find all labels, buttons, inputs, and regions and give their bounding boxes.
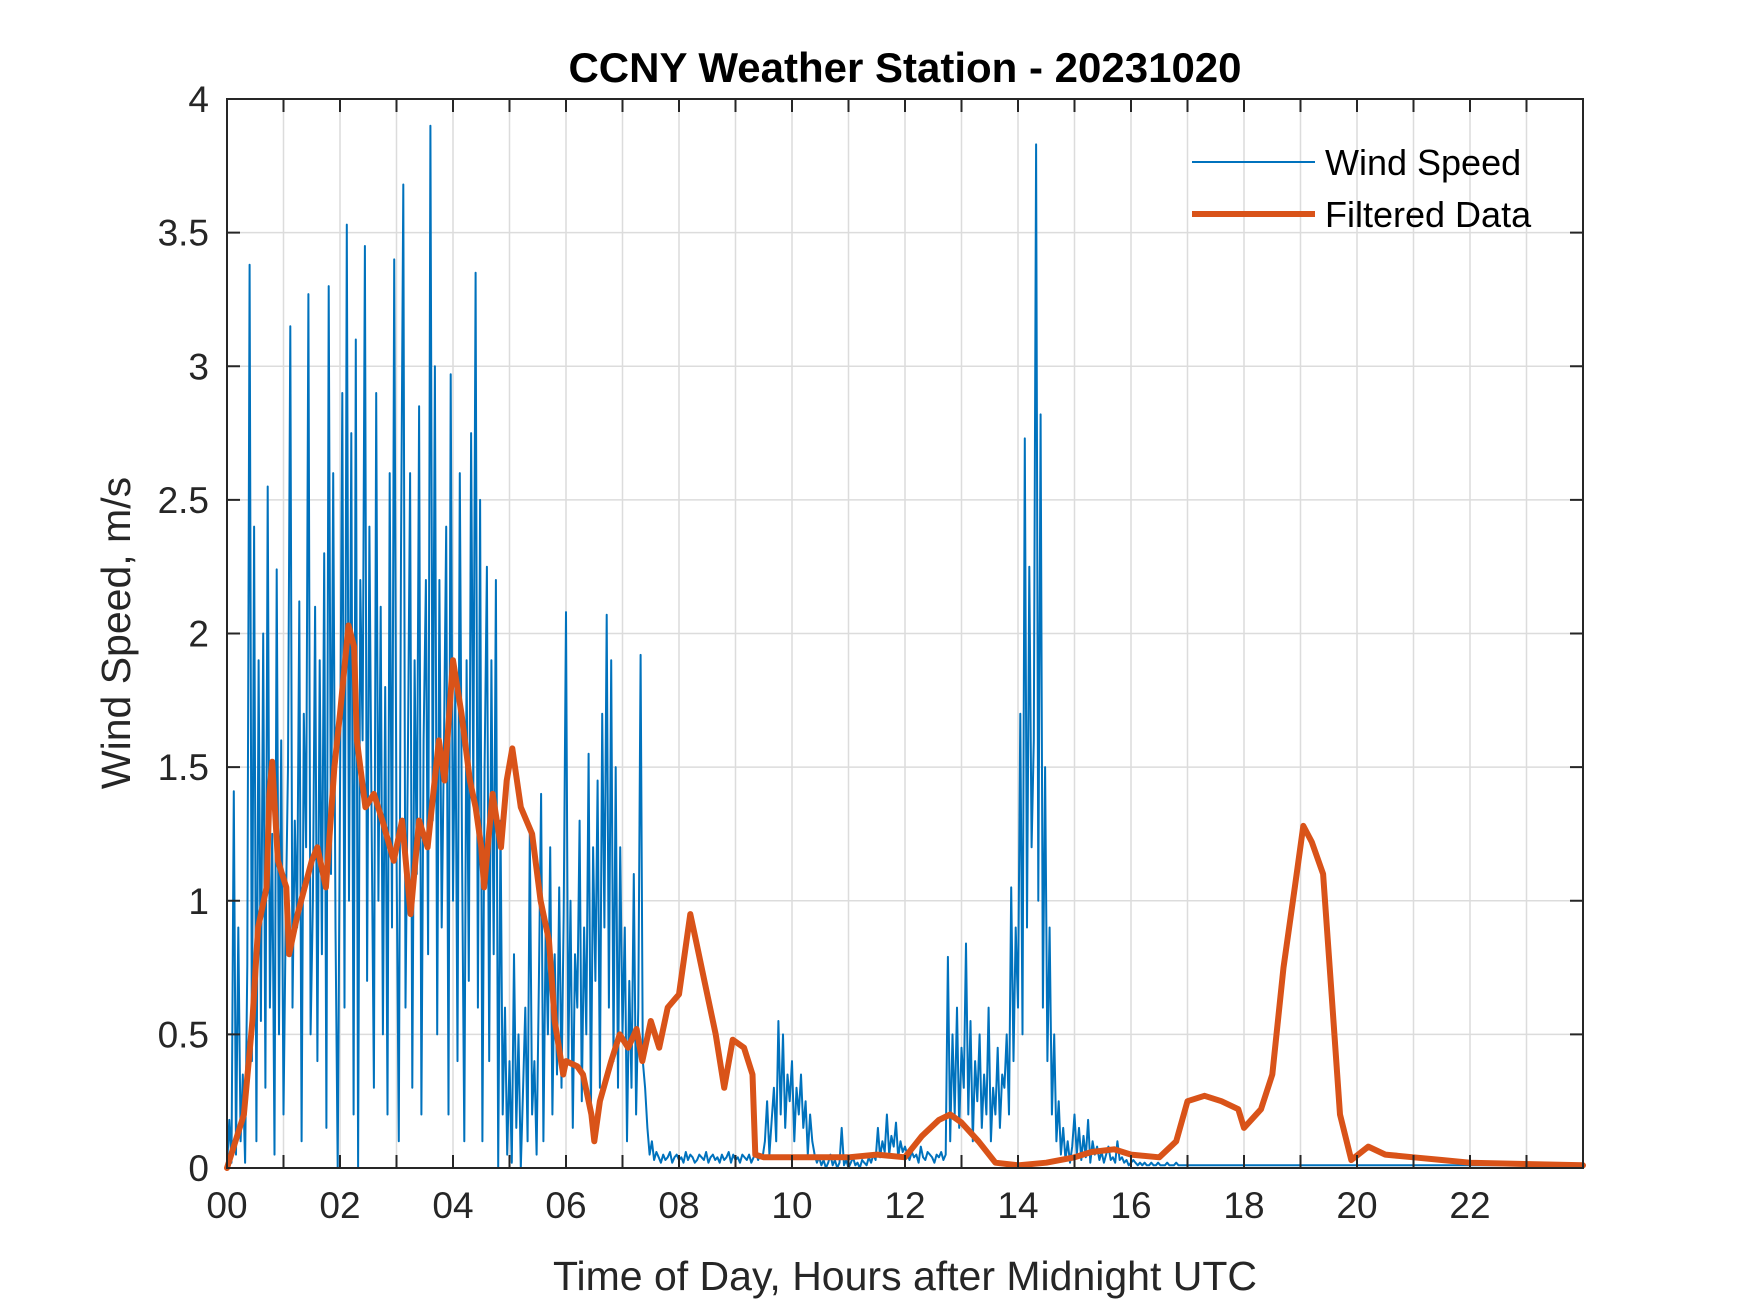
y-tick-label: 0 xyxy=(188,1148,209,1189)
y-tick-label: 3 xyxy=(188,346,209,387)
legend: Wind Speed Filtered Data xyxy=(1192,142,1532,235)
x-tick-label: 04 xyxy=(432,1185,473,1226)
y-tick-label: 2.5 xyxy=(158,480,209,521)
y-axis-label: Wind Speed, m/s xyxy=(93,477,139,789)
y-tick-label: 4 xyxy=(188,79,209,120)
x-tick-label: 02 xyxy=(319,1185,360,1226)
x-tick-label: 06 xyxy=(545,1185,586,1226)
y-tick-label: 2 xyxy=(188,614,209,655)
x-tick-label: 10 xyxy=(771,1185,812,1226)
ticks xyxy=(227,99,1583,1168)
filtered-data-series xyxy=(224,622,1586,1171)
wind-speed-series xyxy=(226,124,1518,1169)
legend-label-filtered-data: Filtered Data xyxy=(1325,194,1532,235)
x-tick-labels: 00 02 04 06 08 10 12 14 16 18 20 22 xyxy=(206,1185,1490,1226)
x-tick-label: 22 xyxy=(1449,1185,1490,1226)
y-tick-label: 3.5 xyxy=(158,213,209,254)
y-tick-label: 1 xyxy=(188,881,209,922)
legend-label-wind-speed: Wind Speed xyxy=(1325,142,1521,183)
x-tick-label: 12 xyxy=(884,1185,925,1226)
chart-title: CCNY Weather Station - 20231020 xyxy=(568,44,1241,91)
x-tick-label: 08 xyxy=(658,1185,699,1226)
x-tick-label: 16 xyxy=(1110,1185,1151,1226)
y-tick-label: 0.5 xyxy=(158,1014,209,1055)
x-tick-label: 00 xyxy=(206,1185,247,1226)
wind-speed-line xyxy=(226,124,1518,1169)
filtered-data-line xyxy=(224,622,1586,1171)
x-tick-label: 20 xyxy=(1336,1185,1377,1226)
y-tick-label: 1.5 xyxy=(158,747,209,788)
x-tick-label: 14 xyxy=(997,1185,1038,1226)
x-axis-label: Time of Day, Hours after Midnight UTC xyxy=(553,1253,1257,1299)
y-tick-labels: 0 0.5 1 1.5 2 2.5 3 3.5 4 xyxy=(158,79,209,1189)
x-tick-label: 18 xyxy=(1223,1185,1264,1226)
